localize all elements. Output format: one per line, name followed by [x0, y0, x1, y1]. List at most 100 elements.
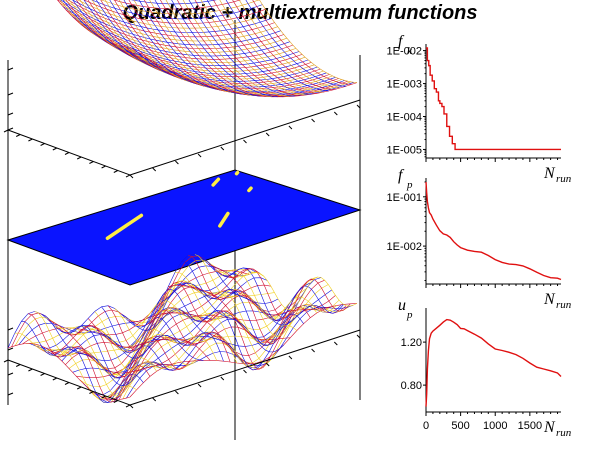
up-plot-series-line	[425, 318, 562, 407]
contour-mark	[218, 211, 230, 228]
quadratic-surface-grid-line	[114, 0, 216, 89]
projection-plane	[6, 169, 362, 286]
quadratic-surface-tick-x	[113, 170, 119, 173]
multiextremum-surface-tick-y	[220, 376, 225, 381]
multiextremum-surface-tick-y	[129, 404, 134, 409]
quadratic-surface-grid-line	[123, 0, 227, 92]
z-axis-tick	[7, 372, 14, 376]
multiextremum-surface-tick-y	[311, 348, 315, 353]
multiextremum-surface-grid-line	[181, 261, 304, 347]
quadratic-surface-tick-y	[356, 104, 361, 109]
quadratic-surface-grid-line	[259, 0, 358, 83]
multiextremum-surface-mesh	[7, 254, 358, 403]
contour-mark	[247, 186, 253, 193]
multiextremum-surface-tick-y	[288, 355, 293, 360]
multiextremum-surface-grid-line	[7, 343, 131, 401]
fk-plot-ytick-label: 1E-002	[387, 46, 422, 58]
multiextremum-surface-grid-line	[41, 313, 164, 386]
fk-plot-ylabel-sub: k	[407, 45, 413, 57]
multiextremum-surface-tick-x	[113, 400, 119, 403]
quadratic-surface-tick-x	[89, 161, 94, 164]
multiextremum-surface-grid-line	[114, 307, 238, 364]
multiextremum-surface-tick-y	[243, 369, 247, 374]
multiextremum-surface-grid-line	[27, 313, 151, 403]
z-axis-tick	[7, 92, 14, 96]
fp-plot-ylabel-sub: p	[406, 179, 413, 191]
quadratic-surface-tick-y	[152, 167, 157, 172]
quadratic-surface-grid-line	[57, 0, 131, 48]
chart-title: Quadratic + multiextremum functions	[122, 2, 478, 24]
multiextremum-surface-grid-line	[201, 257, 324, 326]
multiextremum-surface-tick-x	[52, 377, 58, 381]
multiextremum-surface-tick-x	[15, 364, 21, 367]
quadratic-surface-tick-y	[175, 160, 179, 165]
quadratic-surface-grid-line	[118, 0, 221, 90]
contour-mark	[105, 213, 144, 240]
multiextremum-surface-grid-line	[168, 284, 291, 341]
multiextremum-surface-grid-line	[214, 269, 338, 320]
multiextremum-surface-grid-line	[134, 300, 258, 367]
quadratic-surface-grid-line	[100, 0, 199, 83]
quadratic-surface-grid-line	[232, 0, 335, 90]
fk-plot-series-line	[426, 47, 561, 151]
quadratic-surface-grid-line	[133, 0, 238, 94]
multiextremum-surface-tick-x	[28, 368, 33, 372]
fk-plot-xlabel: N	[543, 165, 556, 182]
quadratic-surface-tick-y	[197, 153, 202, 158]
up-plot-ytick-label: 1.20	[401, 337, 422, 349]
quadratic-surface-grid-line	[200, 0, 306, 96]
z-axis-tick	[7, 67, 14, 71]
quadratic-surface-tick-x	[28, 138, 33, 142]
fk-plot-ytick-label: 1E-005	[387, 144, 422, 156]
quadratic-surface-tick-x	[52, 147, 58, 151]
fp-plot-ylabel: f	[398, 167, 405, 184]
multiextremum-surface-grid-line	[101, 306, 224, 362]
multiextremum-surface-tick-y	[333, 341, 338, 346]
contour-mark	[211, 177, 221, 187]
quadratic-surface-grid-line	[154, 0, 261, 97]
quadratic-surface-grid-line	[104, 0, 204, 85]
quadratic-surface-grid-line	[188, 0, 295, 97]
z-axis-tick	[7, 127, 14, 131]
up-plot-xtick-label: 0	[423, 420, 429, 432]
multiextremum-surface-grid-line	[234, 272, 358, 311]
fk-plot-xlabel-sub: run	[556, 173, 572, 185]
quadratic-surface-grid-line	[65, 0, 148, 59]
quadratic-surface-tick-x	[125, 174, 131, 178]
quadratic-surface-grid-line	[206, 0, 312, 95]
multiextremum-surface-tick-x	[125, 404, 131, 408]
quadratic-surface-tick-x	[76, 156, 82, 160]
quadratic-surface-grid-line	[177, 0, 284, 98]
quadratic-surface-grid-line	[182, 0, 289, 97]
quadratic-surface-grid-line	[109, 0, 210, 87]
multiextremum-surface-grid-line	[188, 255, 311, 345]
quadratic-surface-tick-y	[265, 132, 270, 137]
quadratic-surface-grid-line	[171, 0, 278, 98]
quadratic-surface-grid-line	[160, 0, 267, 97]
up-plot-xlabel: N	[543, 419, 556, 436]
multiextremum-surface-tick-y	[175, 390, 179, 395]
multiextremum-surface-grid-line	[121, 308, 244, 364]
fp-plot-series-line	[425, 181, 562, 281]
quadratic-surface-tick-y	[311, 118, 315, 123]
quadratic-surface-tick-x	[101, 165, 106, 169]
multiextremum-surface-grid-line	[208, 263, 331, 316]
multiextremum-surface-tick-x	[40, 373, 45, 376]
multiextremum-surface-grid-line	[174, 272, 298, 344]
quadratic-surface-grid-line	[149, 0, 255, 96]
quadratic-surface-grid-line	[213, 0, 318, 94]
fp-plot-ytick-label: 1E-002	[387, 241, 422, 253]
up-plot-ylabel-sub: p	[406, 309, 413, 321]
quadratic-surface-grid-line	[165, 0, 272, 98]
fk-plot-ytick-label: 1E-004	[387, 112, 422, 124]
multiextremum-surface-tick-x	[89, 391, 94, 394]
quadratic-surface-grid-line	[138, 0, 244, 95]
quadratic-surface-tick-x	[40, 143, 45, 146]
multiextremum-surface-tick-x	[3, 359, 9, 363]
quadratic-surface-tick-y	[220, 146, 225, 151]
multiextremum-surface-tick-y	[356, 334, 361, 339]
z-axis-tick	[7, 112, 14, 116]
multiextremum-surface-tick-x	[76, 386, 82, 390]
multiextremum-surface-grid-line	[87, 318, 211, 361]
quadratic-surface-tick-x	[3, 129, 9, 133]
